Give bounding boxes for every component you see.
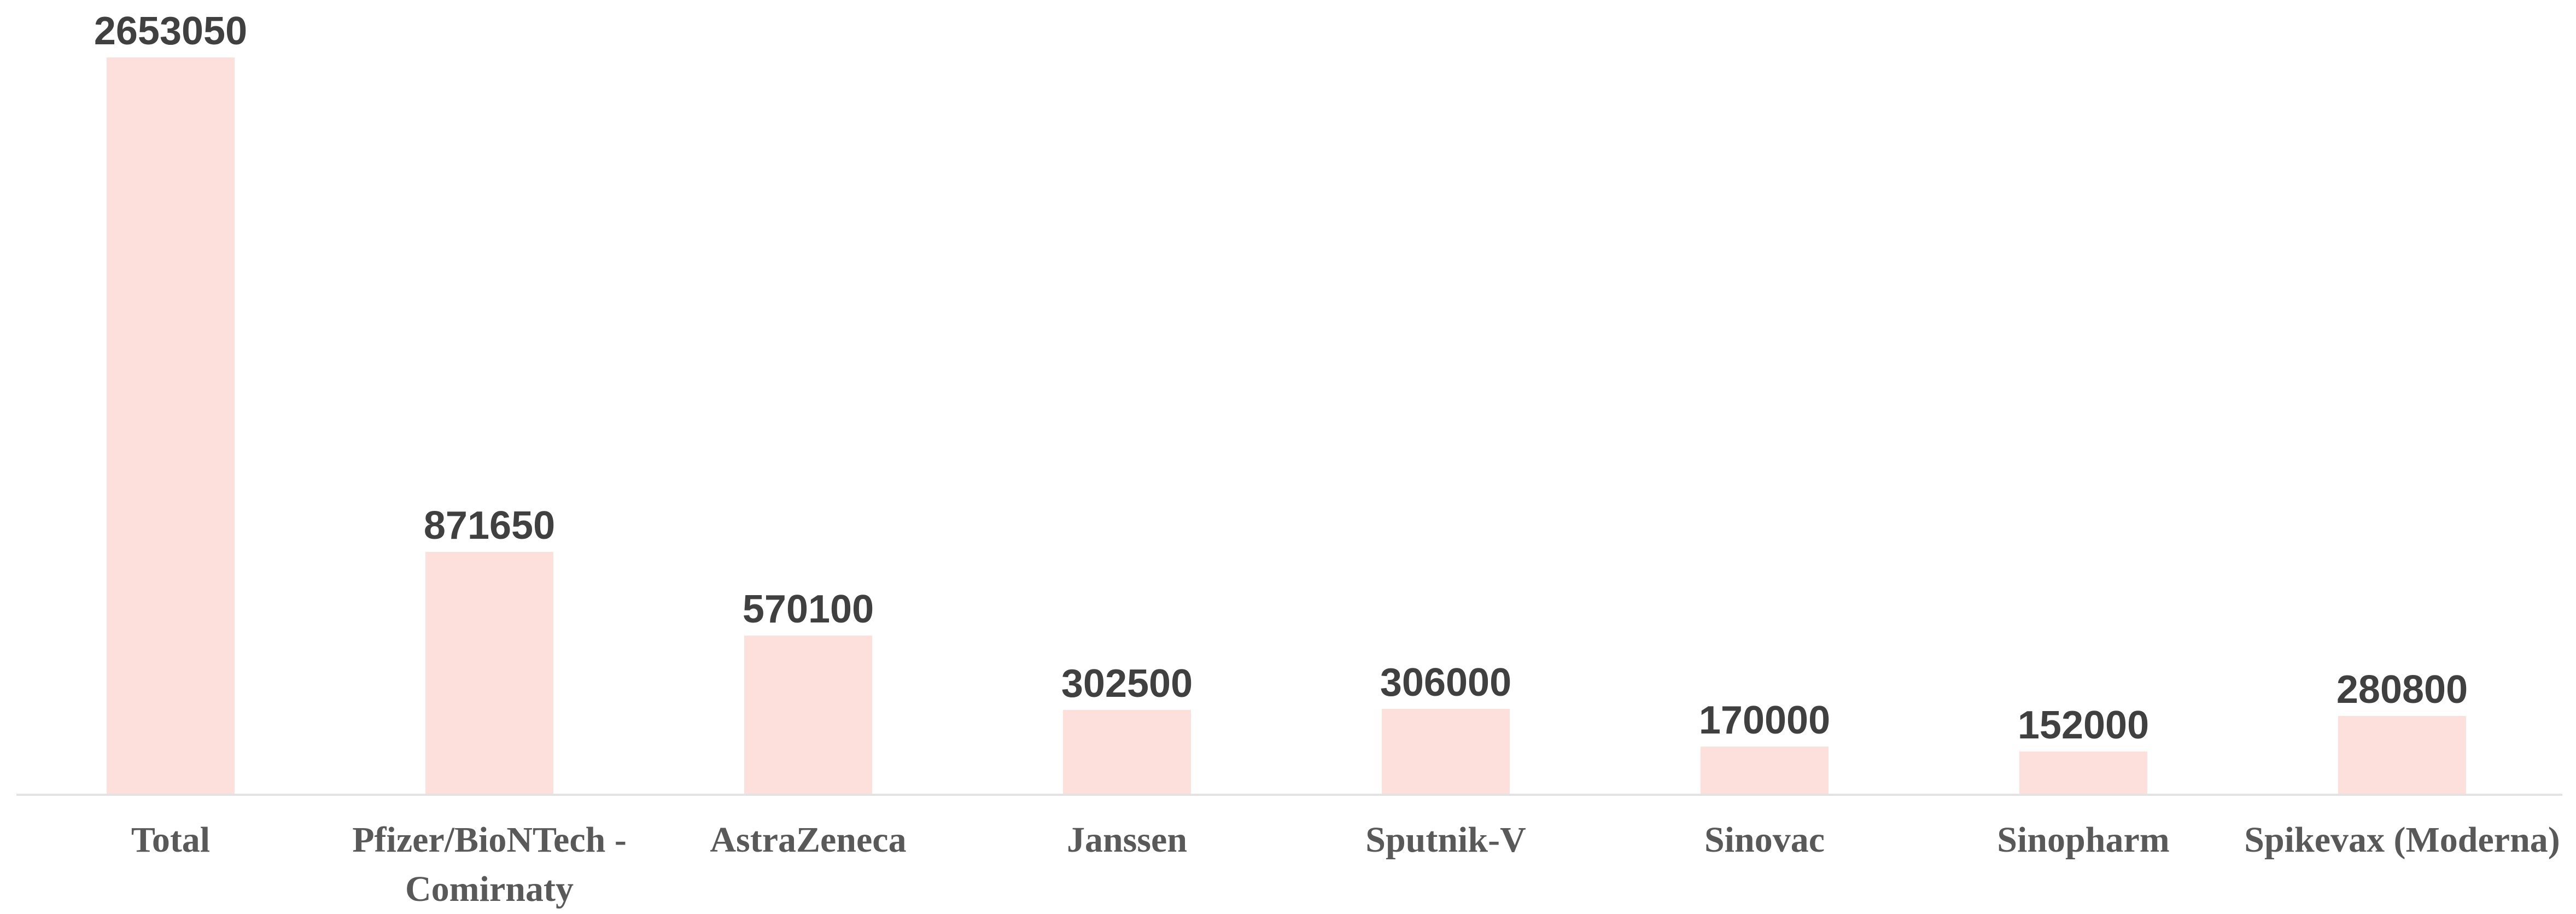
bar bbox=[2019, 751, 2147, 794]
data-label: 871650 bbox=[423, 503, 556, 548]
bar bbox=[1701, 746, 1829, 794]
data-label: 570100 bbox=[742, 587, 874, 631]
bar bbox=[1063, 709, 1191, 794]
x-axis-line bbox=[16, 794, 2562, 796]
data-label: 152000 bbox=[2017, 703, 2149, 747]
bar bbox=[1382, 708, 1510, 794]
x-tick-label: Sinovac bbox=[1704, 820, 1825, 860]
data-label: 280800 bbox=[2336, 667, 2468, 712]
bar bbox=[2338, 715, 2466, 794]
x-tick-label: Total bbox=[131, 820, 211, 860]
x-tick-label: AstraZeneca bbox=[710, 820, 907, 860]
data-label: 302500 bbox=[1061, 661, 1193, 706]
bar bbox=[425, 551, 553, 794]
data-label: 170000 bbox=[1698, 698, 1831, 742]
x-tick-label: Spikevax (Moderna) bbox=[2244, 820, 2560, 860]
x-tick-label: Sputnik-V bbox=[1365, 820, 1526, 860]
data-label: 306000 bbox=[1380, 660, 1512, 705]
x-tick-label: Janssen bbox=[1066, 820, 1188, 860]
bar bbox=[744, 635, 872, 794]
data-label: 2653050 bbox=[94, 9, 248, 53]
x-tick-label: Pfizer/BioNTech - Comirnaty bbox=[352, 820, 627, 909]
x-tick-label: Sinopharm bbox=[1997, 820, 2170, 860]
bar bbox=[107, 57, 235, 794]
